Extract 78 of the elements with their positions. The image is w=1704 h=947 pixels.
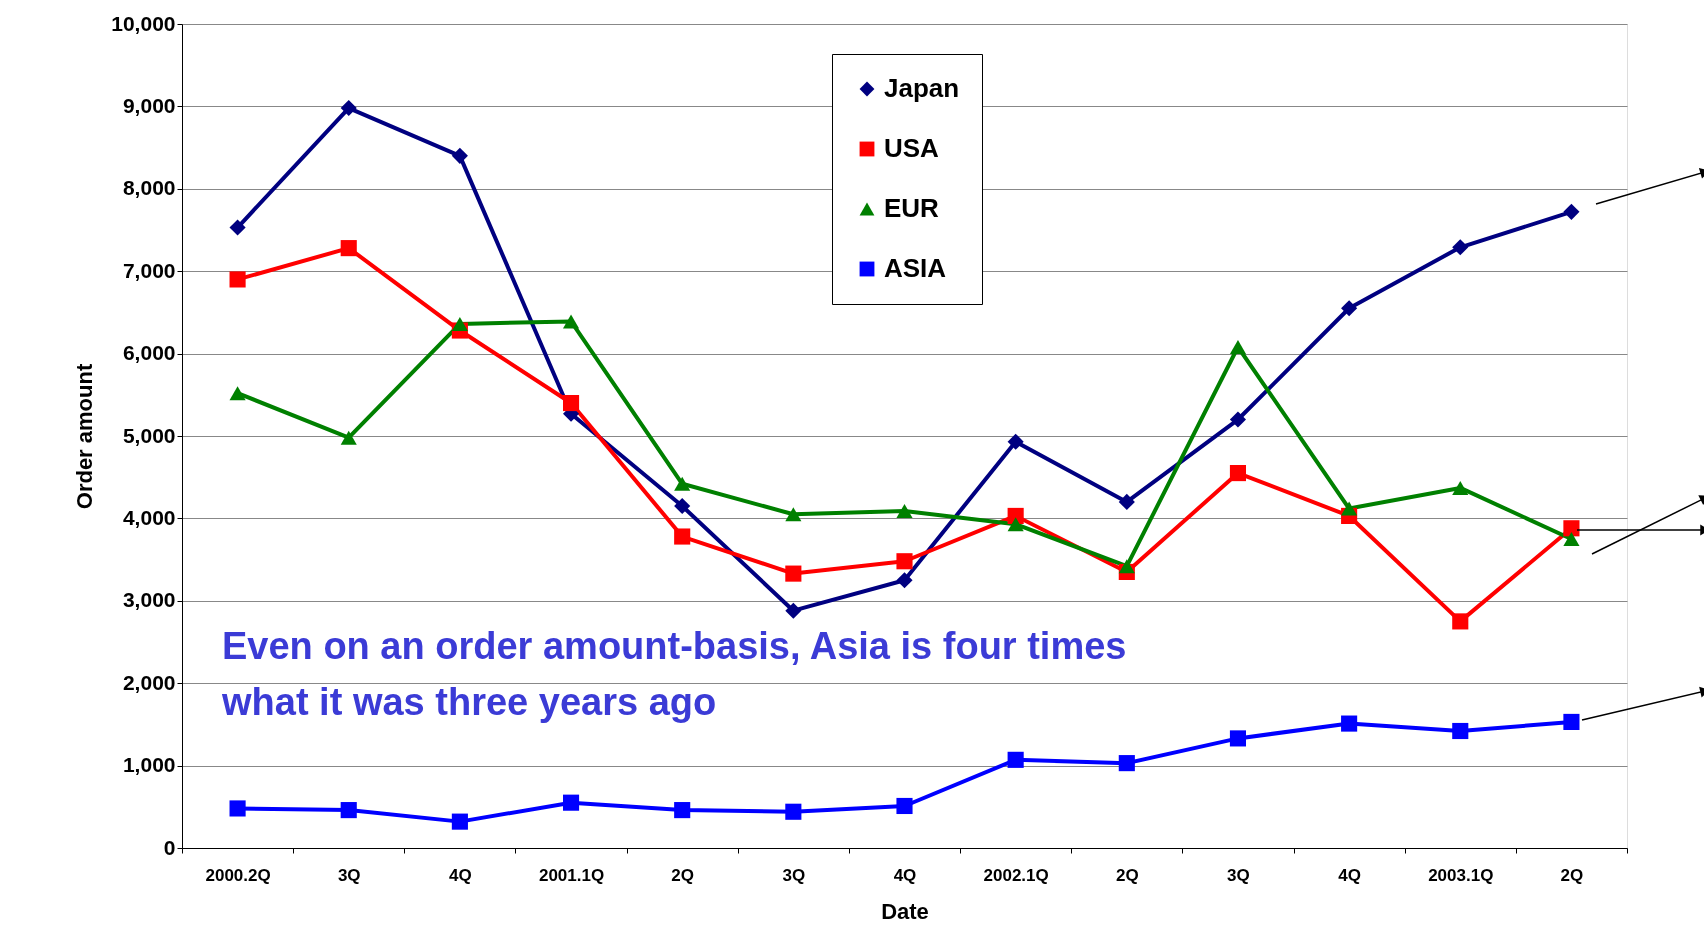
point [896,572,913,589]
x-tick-label: 2Q [1560,865,1584,885]
point [1229,411,1247,428]
point [785,602,802,619]
point [785,803,802,820]
x-tick-label: 2000.2Q [205,865,271,885]
y-tick-label: 10,000 [111,11,176,35]
point [1563,713,1580,730]
point [562,314,580,329]
x-tick-label: 2001.1Q [538,865,605,885]
point [1007,751,1024,768]
point [1341,501,1358,516]
annotation: Even on an order amount-basis, Asia is four times what it was three years ago [221,625,1127,723]
x-axis-title: Date [881,898,929,924]
y-tick-label: 8,000 [122,176,176,200]
point [340,802,357,819]
point [896,504,913,518]
point [1452,613,1469,630]
point [340,430,357,445]
point [1007,433,1024,450]
y-tick-label: 4,000 [122,505,176,529]
y-tick-label: 1,000 [122,753,176,777]
point [1341,300,1358,317]
point [562,794,580,811]
y-tick-label: 3,000 [122,588,176,612]
x-tick-label: 2003.1Q [1428,865,1494,885]
point [674,476,691,491]
legend-label: EUR [884,193,940,223]
point [340,99,357,117]
point [1563,520,1580,537]
point [229,386,246,401]
x-tick-label: 4Q [449,865,472,885]
point [1229,465,1247,482]
point [1563,532,1580,546]
y-tick-label: 6,000 [122,341,176,365]
point [1118,755,1135,772]
point [674,802,691,819]
x-tick-label: 2002.1Q [983,865,1049,885]
point [1452,480,1469,495]
x-tick-label: 4Q [1338,865,1361,885]
point [229,271,246,288]
x-tick-label: 3Q [782,865,806,885]
point [896,797,913,815]
point [1452,722,1469,740]
point [1341,715,1358,732]
point [340,240,357,257]
x-tick-label: 2Q [1115,865,1139,885]
point [896,553,913,570]
x-tick-label: 3Q [1227,865,1250,885]
x-tick-label: 3Q [337,865,361,885]
legend-label: Japan [884,73,960,103]
legend-label: USA [884,133,940,163]
point [562,394,580,412]
point [1118,559,1135,574]
point [1229,730,1247,747]
legend-label: ASIA [884,253,947,283]
y-tick-label: 9,000 [122,93,176,117]
y-tick-label: 5,000 [122,423,176,447]
point [1007,517,1024,532]
point [451,316,468,331]
point [1118,493,1135,510]
point [1452,239,1469,256]
point [229,219,246,236]
y-tick-label: 0 [163,835,176,859]
y-tick-label: 7,000 [122,258,176,282]
x-tick-label: 2Q [671,865,695,885]
point [674,497,691,515]
y-axis-title: Order amount [72,363,98,510]
point [451,147,468,164]
point [1563,203,1580,220]
point [785,565,802,582]
x-tick-label: 4Q [893,865,917,885]
point [674,528,691,545]
y-tick-label: 2,000 [122,670,176,694]
point [229,800,246,817]
point [1229,340,1247,354]
point [451,813,468,830]
point [785,507,802,522]
